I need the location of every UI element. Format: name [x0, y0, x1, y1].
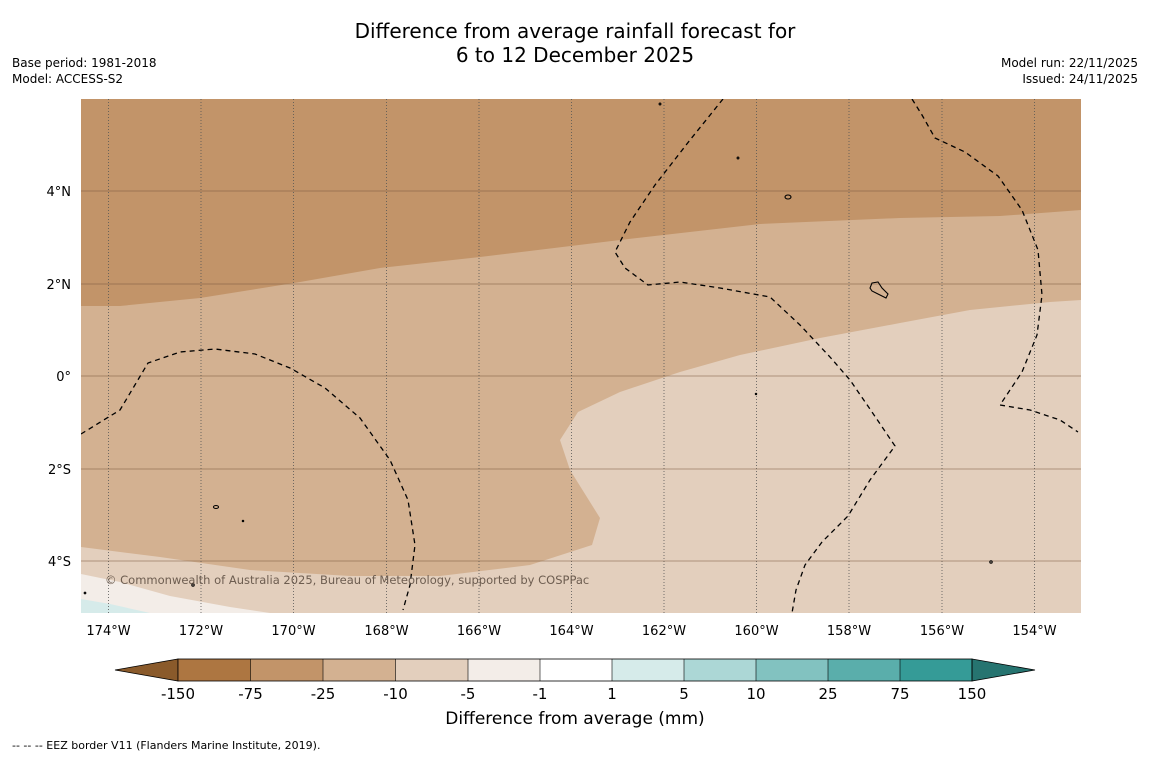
island-small: [989, 560, 993, 564]
eez-border-central: [614, 99, 896, 613]
lat-tick-label: 0°: [56, 370, 71, 385]
eez-borders: [81, 99, 1079, 613]
colorbar-label: 5: [679, 685, 689, 703]
colorbar-labels: -150 -75 -25 -10 -5 -1 1 5 10 25 75 150: [161, 685, 986, 703]
islands: [83, 102, 993, 595]
colorbar-segment: [395, 659, 468, 681]
island-kiritimati-north: [784, 194, 792, 200]
colorbar-segment: [540, 659, 612, 681]
colorbar-label: -5: [461, 685, 476, 703]
map-title: Difference from average rainfall forecas…: [0, 19, 1150, 67]
lon-tick-label: 164°W: [549, 624, 593, 639]
colorbar-segment: [612, 659, 684, 681]
colorbar: -150 -75 -25 -10 -5 -1 1 5 10 25 75 150: [114, 658, 1036, 703]
meta-left: Base period: 1981-2018 Model: ACCESS-S2: [12, 55, 157, 87]
map-plot-area: [81, 99, 1081, 613]
colorbar-label: -1: [533, 685, 548, 703]
title-line-1: Difference from average rainfall forecas…: [354, 19, 796, 43]
model-run: Model run: 22/11/2025: [1000, 56, 1138, 70]
lon-tick-label: 174°W: [86, 624, 130, 639]
band-1-5: [81, 599, 150, 613]
colorbar-label: 10: [746, 685, 765, 703]
colorbar-segment: [468, 659, 540, 681]
colorbar-label: 25: [818, 685, 837, 703]
colorbar-dividers: [250, 659, 901, 681]
lon-tick-label: 158°W: [827, 624, 871, 639]
title-line-2: 6 to 12 December 2025: [455, 43, 695, 67]
lat-tick-label: 4°N: [47, 185, 72, 200]
lon-tick-label: 156°W: [920, 624, 964, 639]
island-small: [658, 102, 662, 106]
island-small: [736, 156, 740, 160]
base-period: Base period: 1981-2018: [12, 56, 157, 70]
latitude-gridlines: [81, 190, 1081, 562]
colorbar-segment: [684, 659, 756, 681]
latitude-tick-labels: 4°N 2°N 0° 2°S 4°S: [47, 185, 72, 570]
colorbar-label: -25: [311, 685, 336, 703]
longitude-tick-labels: 174°W 172°W 170°W 168°W 166°W 164°W 162°…: [86, 624, 1056, 639]
lon-tick-label: 168°W: [364, 624, 408, 639]
colorbar-label: 150: [958, 685, 987, 703]
colorbar-segment: [250, 659, 323, 681]
lon-tick-label: 172°W: [179, 624, 223, 639]
lat-tick-label: 4°S: [48, 555, 71, 570]
band-minus5-minus1: [81, 574, 270, 613]
lon-tick-label: 162°W: [642, 624, 686, 639]
colorbar-extend-right: [971, 658, 1036, 682]
colorbar-segment: [900, 659, 972, 681]
lon-tick-label: 160°W: [734, 624, 778, 639]
model-name: Model: ACCESS-S2: [12, 72, 124, 86]
colorbar-label: 75: [890, 685, 909, 703]
copyright-notice: © Commonwealth of Australia 2025, Bureau…: [105, 573, 589, 587]
colorbar-title: Difference from average (mm): [445, 709, 705, 729]
colorbar-segment: [323, 659, 396, 681]
colorbar-label: 1: [607, 685, 617, 703]
lat-tick-label: 2°N: [47, 278, 72, 293]
lon-tick-label: 154°W: [1012, 624, 1056, 639]
island-small: [754, 392, 758, 396]
island-kiritimati: [869, 281, 889, 299]
rainfall-map: © Commonwealth of Australia 2025, Bureau…: [47, 99, 1081, 703]
island-small: [83, 591, 87, 595]
lat-tick-label: 2°S: [48, 463, 71, 478]
meta-right: Model run: 22/11/2025 Issued: 24/11/2025: [1001, 55, 1138, 87]
colorbar-segment: [756, 659, 828, 681]
island-baker: [212, 504, 220, 510]
band-minus75-minus25: [81, 99, 1081, 306]
lon-tick-label: 170°W: [271, 624, 315, 639]
eez-legend-note: -- -- -- EEZ border V11 (Flanders Marine…: [12, 739, 321, 752]
colorbar-outline: [177, 658, 973, 682]
colorbar-extend-left: [114, 658, 179, 682]
colorbar-label: -75: [238, 685, 263, 703]
colorbar-segment: [178, 659, 251, 681]
colorbar-segment: [828, 659, 900, 681]
issued-date: Issued: 24/11/2025: [1022, 72, 1138, 86]
colorbar-label: -150: [161, 685, 195, 703]
lon-tick-label: 166°W: [457, 624, 501, 639]
island-small: [191, 583, 195, 587]
colorbar-label: -10: [383, 685, 408, 703]
island-small: [241, 519, 245, 523]
eez-border-east: [911, 99, 1079, 433]
